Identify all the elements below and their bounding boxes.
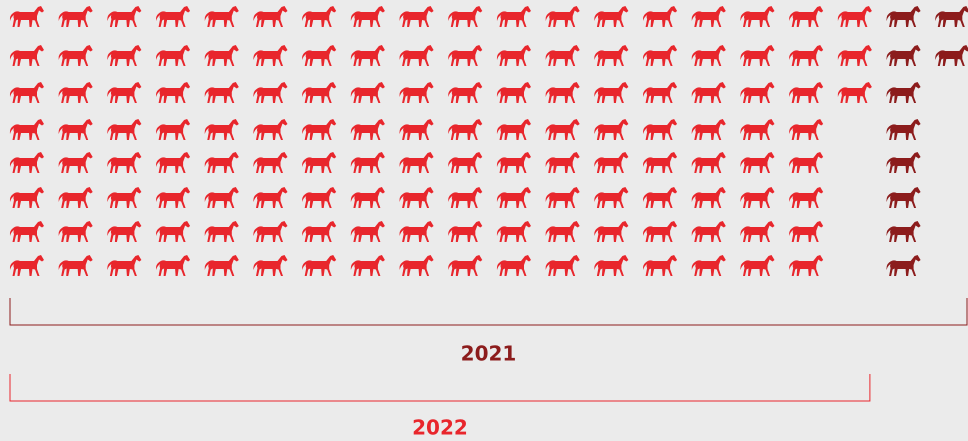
bracket [9,374,871,402]
bracket [9,298,968,326]
bracket-label: 2021 [461,342,517,366]
bracket-label: 2022 [412,416,468,440]
